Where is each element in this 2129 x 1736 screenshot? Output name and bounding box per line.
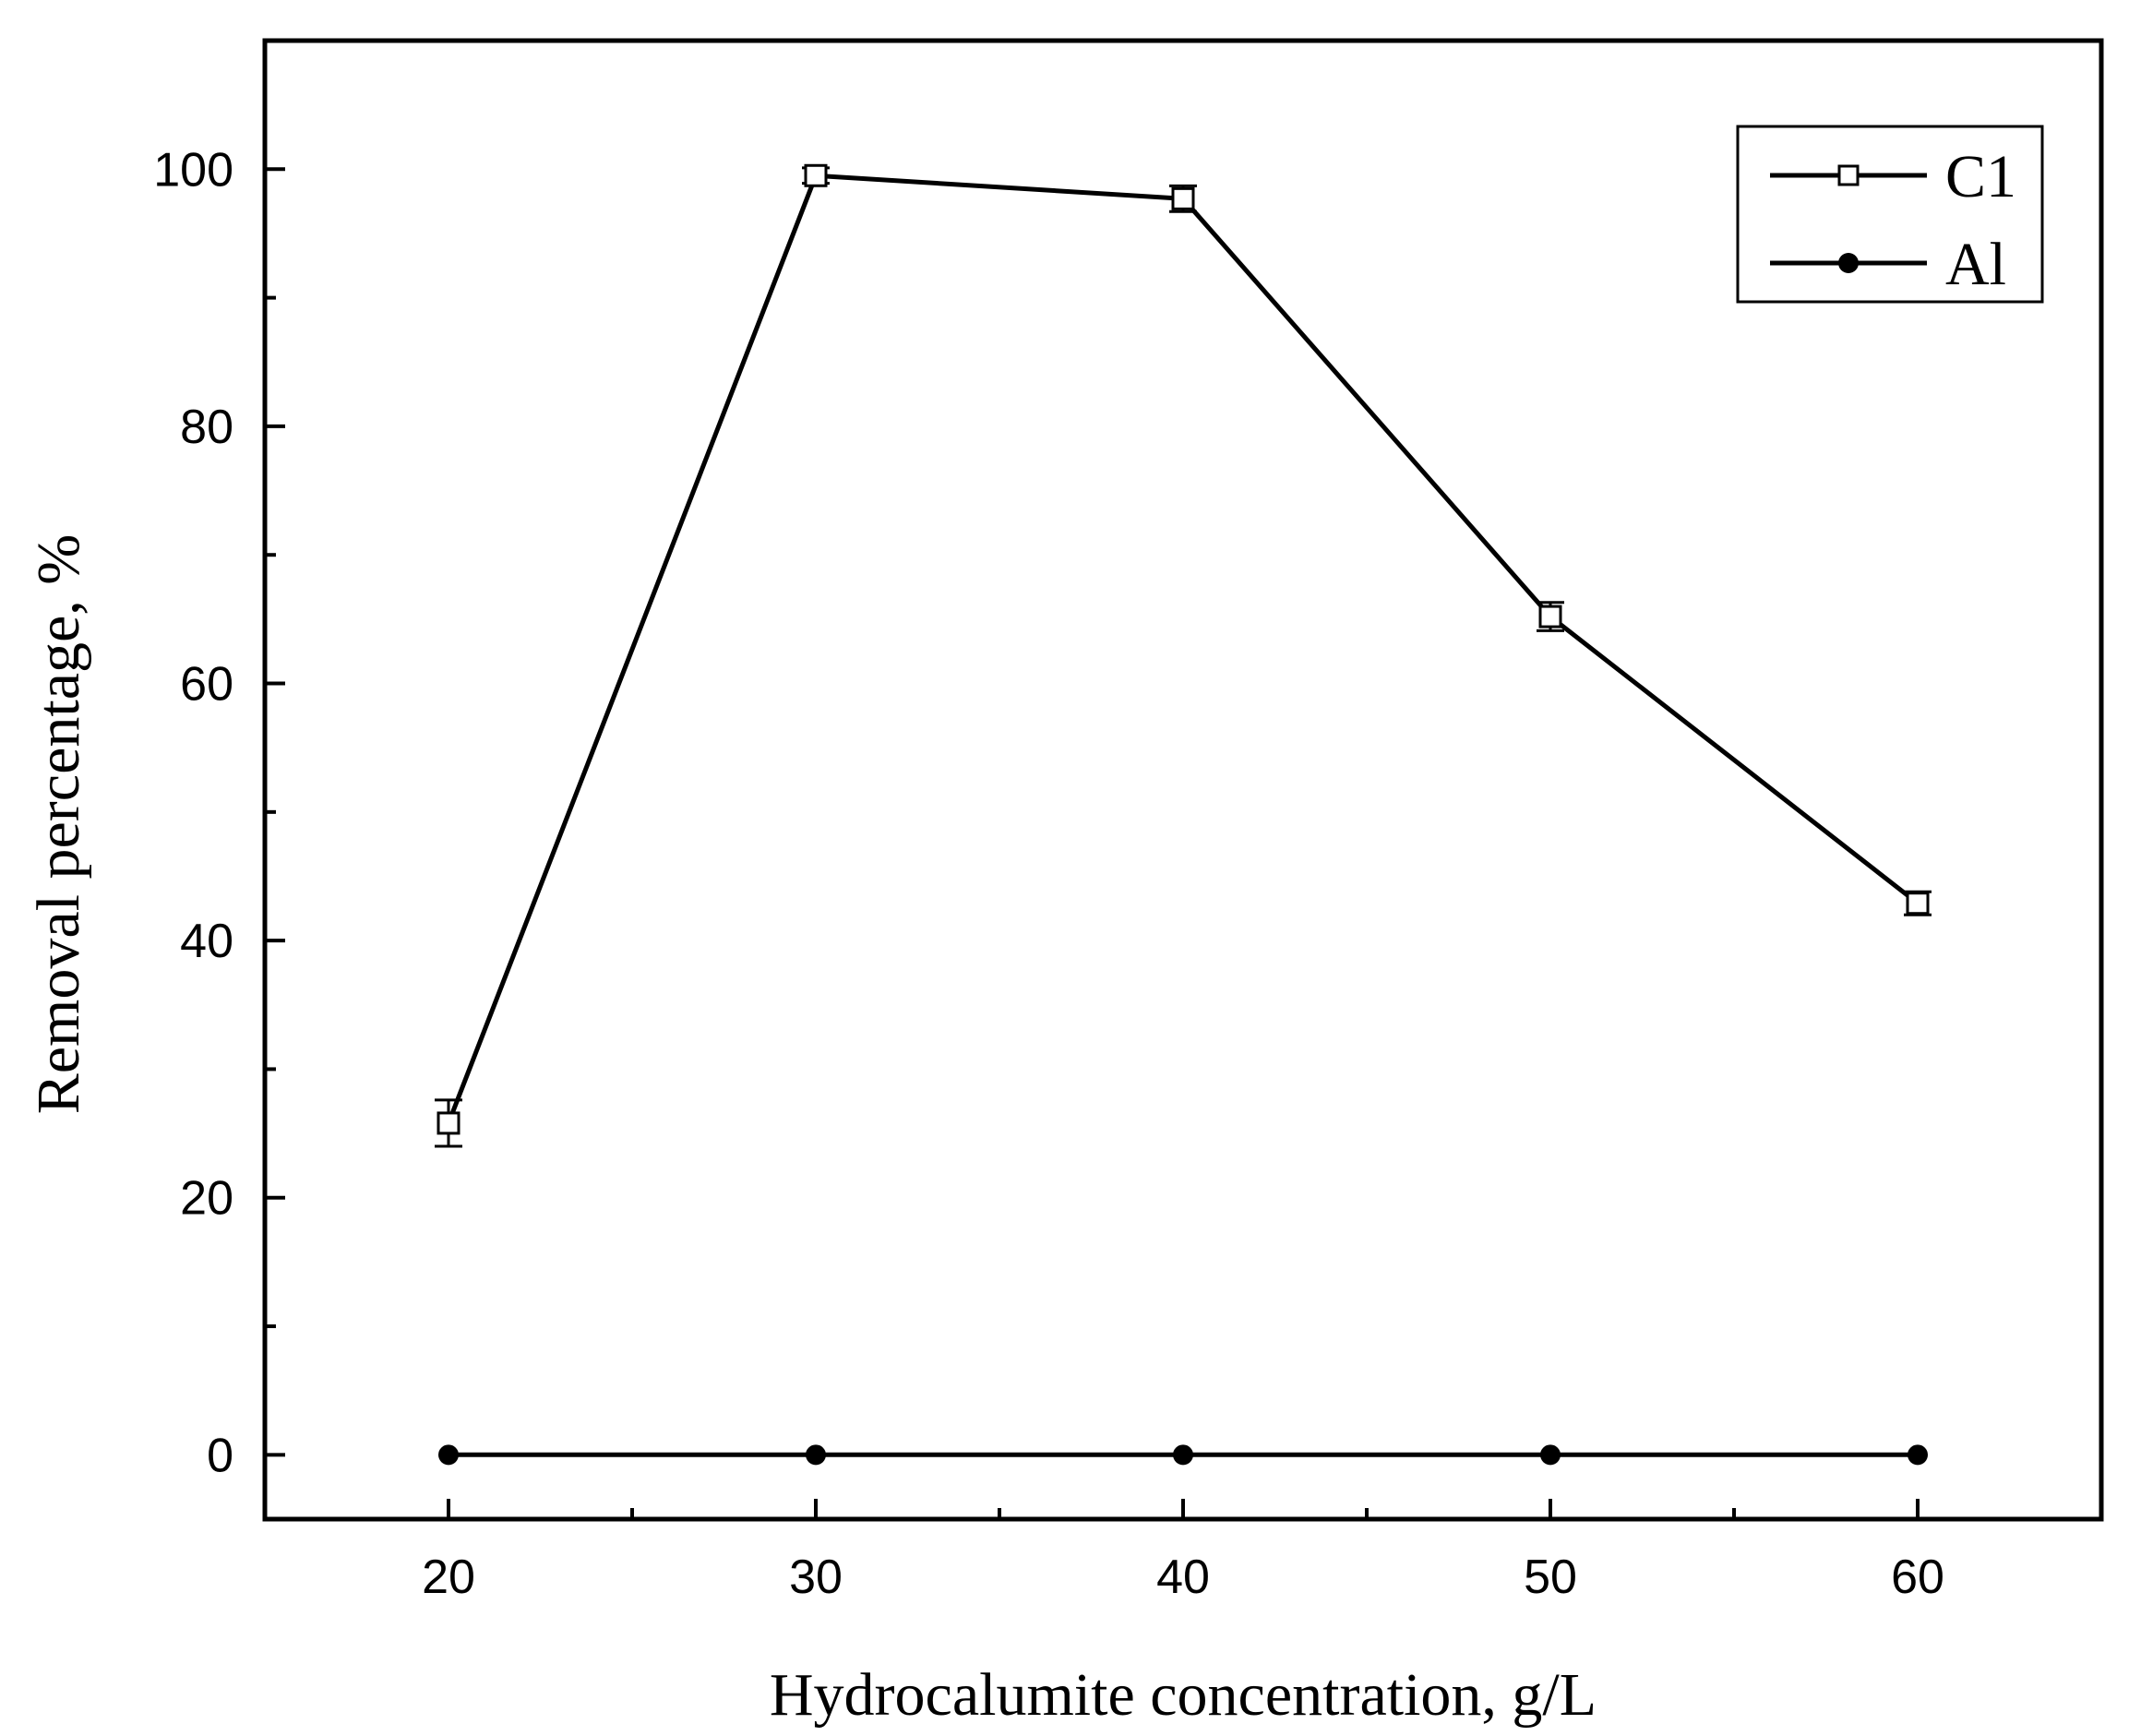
x-tick-label: 30 (789, 1550, 843, 1604)
y-axis-ticks: 0 20 40 60 80 100 (153, 143, 285, 1482)
x-tick-label: 40 (1156, 1550, 1210, 1604)
legend-label-al: Al (1945, 231, 2006, 298)
y-tick-label: 40 (180, 915, 233, 968)
legend-marker-c1 (1837, 164, 1860, 186)
y-tick-label: 80 (180, 401, 233, 454)
x-tick-label: 60 (1891, 1550, 1944, 1604)
x-axis-title: Hydrocalumite concentration, g/L (770, 1661, 1597, 1729)
data-point-al (1908, 1444, 1928, 1466)
legend-box (1736, 125, 2044, 304)
y-tick-label: 0 (207, 1429, 233, 1482)
y-tick-label: 60 (180, 658, 233, 712)
series-layer (435, 163, 1932, 1466)
data-point-al (1540, 1444, 1561, 1466)
series-line-c1 (446, 173, 1920, 1124)
x-axis-ticks: 20 30 40 50 60 (422, 1499, 1944, 1604)
legend-marker-al (1838, 253, 1859, 273)
y-axis-title: Removal percentage, % (25, 534, 92, 1115)
data-point-c1 (1538, 605, 1562, 629)
y-tick-label: 100 (153, 143, 233, 197)
x-tick-label: 20 (422, 1550, 475, 1604)
data-point-al (806, 1444, 826, 1466)
legend-label-c1: C1 (1945, 143, 2016, 210)
data-point-c1 (804, 163, 828, 187)
y-tick-label: 20 (180, 1172, 233, 1226)
x-tick-label: 50 (1524, 1550, 1577, 1604)
data-point-al (438, 1444, 459, 1466)
data-point-c1 (1171, 186, 1195, 210)
data-point-al (1173, 1444, 1193, 1466)
data-point-c1 (1906, 892, 1930, 916)
data-point-c1 (437, 1111, 460, 1135)
legend: C1 Al (1736, 125, 2044, 304)
